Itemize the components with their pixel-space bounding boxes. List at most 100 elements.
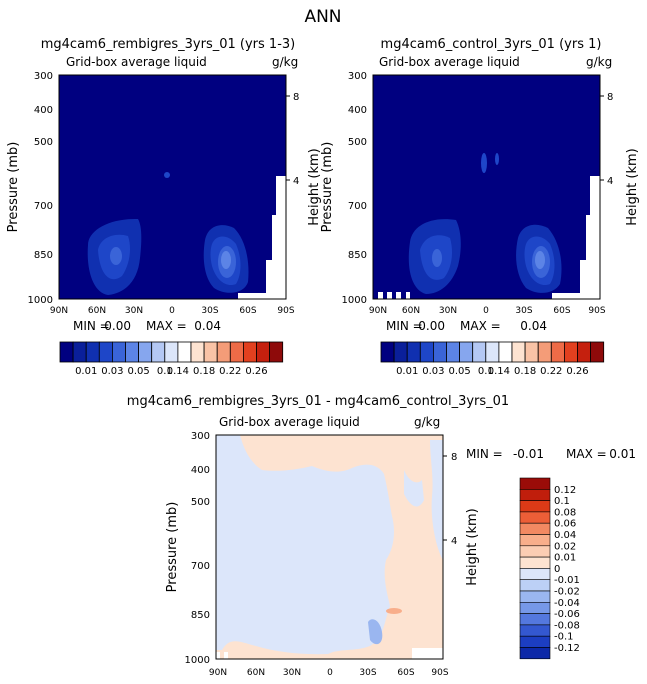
panel-2-colorbar: 0.01 0.03 0.05 0.10.14 0.18 0.22 0.26	[380, 341, 605, 377]
panel-2-y-axis: 300 400 500 700 850 1000	[342, 71, 367, 306]
panel-3-colorbar-box	[519, 568, 551, 581]
panel-3-x-tick-label: 60S	[397, 668, 414, 678]
panel-3-negative-region	[430, 440, 443, 560]
panel-2-colorbar-box	[590, 341, 605, 363]
panel-2-colorbar-box	[485, 341, 500, 363]
panel-3-x-tick-label: 0	[327, 668, 333, 678]
panel-1-x-tick-label: 30N	[125, 306, 143, 316]
panel-2-missing-data	[552, 176, 600, 299]
panel-1-x-axis: 90N 60N 30N 0 30S 60S 90S	[50, 306, 295, 316]
panel-3-colorbar-label: -0.1	[554, 632, 574, 643]
panel-3-colorbar-box	[519, 477, 551, 490]
panel-2-y2-tick-label: 4	[607, 176, 613, 187]
panel-3-x-tick-label: 60N	[247, 668, 265, 678]
panel-3-colorbar-label: 0	[554, 564, 560, 575]
panel-1-y-tick-label: 300	[34, 71, 53, 82]
panel-1-min-value: 0.00	[104, 319, 131, 333]
panel-1-y2-label: Height (km)	[307, 148, 322, 225]
panel-2-min-label: MIN =	[386, 319, 423, 333]
panel-3-colorbar-box	[519, 635, 551, 648]
panel-2-contour-core-right	[535, 251, 545, 269]
panel-3-y-tick-label: 700	[191, 561, 210, 572]
panel-3-colorbar-box	[519, 613, 551, 626]
panel-2-background-field	[373, 75, 600, 299]
panel-1-colorbar-label: 0.14	[167, 366, 189, 377]
panel-2-y-tick-label: 850	[348, 250, 367, 261]
panel-1-colorbar-box	[269, 341, 284, 363]
panel-1-colorbar-box	[151, 341, 166, 363]
panel-2-x-tick-label: 0	[483, 306, 489, 316]
panel-1-colorbar-box	[164, 341, 179, 363]
panel-1-colorbar-label: 0.1	[157, 366, 173, 377]
panel-2-colorbar-box	[393, 341, 408, 363]
panel-1-max-label: MAX =	[146, 319, 187, 333]
panel-3-negative-region	[404, 470, 424, 507]
panel-2-frame	[372, 74, 601, 300]
panel-1-contour-inner-left	[110, 247, 122, 265]
panel-3-colorbar-label: -0.02	[554, 587, 580, 598]
panel-2-colorbar-label: 0.05	[448, 366, 470, 377]
panel-1-contour-core-right	[221, 251, 231, 269]
panel-2-colorbar-label: 0.1	[478, 366, 494, 377]
panel-1-max-value: 0.04	[194, 319, 221, 333]
panel-2-y2-axis: 8 4	[600, 92, 613, 187]
panel-1-colorbar-box	[216, 341, 231, 363]
panel-1-stats: MIN = 0.00 MAX = 0.04	[73, 319, 221, 333]
panel-1-y2-tick-label: 8	[293, 92, 299, 103]
panel-2-colorbar-box	[577, 341, 592, 363]
panel-3-frame	[215, 434, 444, 660]
panel-1-y-axis: 300 400 500 700 850 1000	[28, 71, 53, 306]
panel-1-x-tick-label: 0	[169, 306, 175, 316]
panel-2: mg4cam6_control_3yrs_01 (yrs 1) Grid-box…	[320, 37, 640, 377]
panel-2-y-tick-label: 700	[348, 201, 367, 212]
panel-1-y-tick-label: 500	[34, 137, 53, 148]
panel-2-missing-data	[387, 292, 392, 299]
panel-1-colorbar-box	[242, 341, 257, 363]
panel-1-y-tick-label: 850	[34, 250, 53, 261]
panel-1-missing-data	[238, 176, 286, 299]
panel-1-x-tick-label: 60S	[239, 306, 256, 316]
panel-3-colorbar-label: 0.06	[554, 519, 576, 530]
panel-1-x-tick-label: 90N	[50, 306, 68, 316]
panel-3-colorbar-label: 0.02	[554, 541, 576, 552]
panel-1-colorbar-box	[98, 341, 113, 363]
panel-3-x-axis: 90N 60N 30N 0 30S 60S 90S	[209, 668, 449, 678]
panel-3-colorbar-label: 0.1	[554, 496, 570, 507]
panel-1-colorbar-label: 0.22	[219, 366, 241, 377]
panel-2-x-axis: 90N 60N 30N 0 30S 60S 90S	[369, 306, 606, 316]
panel-2-contour-inner-left	[432, 249, 442, 267]
panel-1-plot-area	[58, 74, 287, 300]
panel-2-units: g/kg	[586, 55, 612, 69]
panel-3-stats: MIN = -0.01 MAX = 0.01	[466, 447, 636, 461]
panel-1-y-tick-label: 1000	[28, 295, 53, 306]
panel-2-contour-speck	[481, 153, 487, 173]
panel-2-colorbar-label: 0.14	[488, 366, 510, 377]
panel-3-min-label: MIN =	[466, 447, 503, 461]
panel-2-y2-tick-label: 8	[607, 92, 613, 103]
figure-title: ANN	[304, 7, 341, 27]
panel-3-x-tick-label: 30S	[359, 668, 376, 678]
panel-1-y-tick-label: 700	[34, 201, 53, 212]
panel-3-colorbar-box	[519, 488, 551, 501]
panel-2-x-tick-label: 30S	[515, 306, 532, 316]
panel-3-colorbar-box	[519, 647, 551, 660]
panel-1-title: mg4cam6_rembigres_3yrs_01 (yrs 1-3)	[41, 37, 295, 52]
panel-2-colorbar-label: 0.03	[422, 366, 444, 377]
panel-2-x-tick-label: 90S	[588, 306, 605, 316]
panel-1-colorbar-label: 0.03	[101, 366, 123, 377]
panel-3-y2-axis: 8 4	[443, 452, 457, 547]
panel-3-x-tick-label: 30N	[283, 668, 301, 678]
panel-3-missing-data	[412, 648, 443, 659]
panel-2-colorbar-label: 0.01	[396, 366, 418, 377]
panel-3-colorbar-label: -0.12	[554, 643, 580, 654]
panel-3-x-tick-label: 90N	[209, 668, 227, 678]
panel-2-max-label: MAX =	[460, 319, 501, 333]
panel-2-colorbar-box	[432, 341, 447, 363]
panel-1-colorbar-label: 0.26	[245, 366, 267, 377]
panel-3-plot-area	[215, 434, 444, 660]
panel-2-colorbar-box	[380, 341, 395, 363]
panel-2-title: mg4cam6_control_3yrs_01 (yrs 1)	[381, 37, 602, 52]
panel-1-colorbar-box	[256, 341, 271, 363]
panel-2-x-tick-label: 30N	[439, 306, 457, 316]
